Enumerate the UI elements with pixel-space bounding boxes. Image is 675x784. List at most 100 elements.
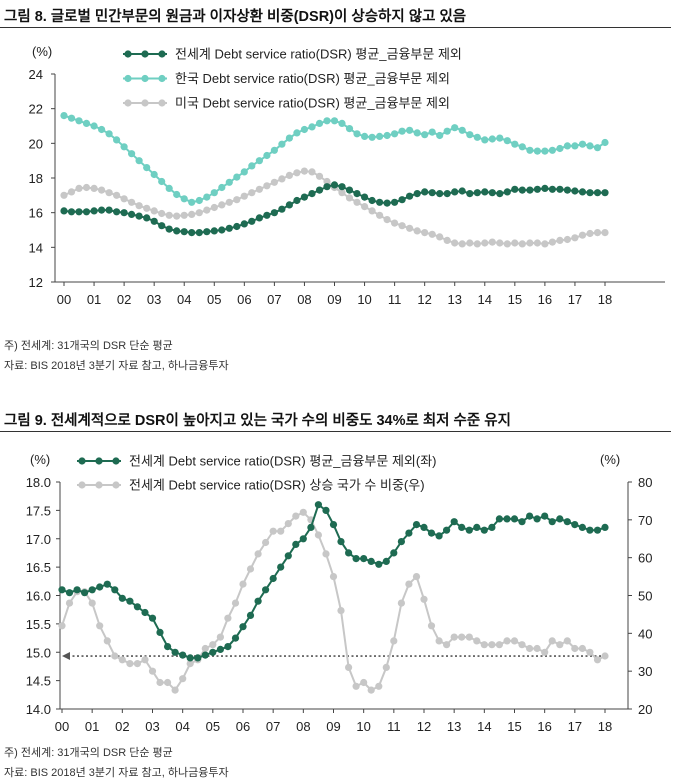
y-axis-unit-right: (%) <box>600 452 620 467</box>
data-point <box>413 190 421 198</box>
data-point <box>526 512 534 520</box>
data-point <box>345 125 354 133</box>
data-point <box>436 131 444 140</box>
data-point <box>299 535 307 543</box>
data-point <box>383 131 391 140</box>
data-point <box>82 183 91 192</box>
data-point <box>65 589 74 597</box>
data-point <box>338 189 346 197</box>
data-point <box>511 140 519 148</box>
data-point <box>367 557 375 565</box>
data-point <box>578 140 587 148</box>
data-point <box>254 597 262 605</box>
data-point <box>443 127 451 135</box>
x-tick-label: 03 <box>145 719 159 734</box>
data-point <box>601 523 609 531</box>
reference-line <box>62 652 607 661</box>
y-tick-label-left: 18.0 <box>26 475 51 490</box>
data-point <box>480 526 488 534</box>
data-point <box>113 136 121 144</box>
x-tick-label: 06 <box>237 292 251 307</box>
data-point <box>458 240 466 248</box>
data-point <box>556 144 564 153</box>
x-tick-label: 11 <box>387 719 401 734</box>
legend-label: 전세계 Debt service ratio(DSR) 상승 국가 수 비중(우… <box>129 478 425 493</box>
data-point <box>67 208 76 216</box>
x-tick-label: 05 <box>206 719 220 734</box>
data-point <box>488 135 496 143</box>
data-point <box>503 240 511 248</box>
data-point <box>173 227 181 235</box>
data-point <box>81 589 89 597</box>
data-point <box>246 565 255 573</box>
data-point <box>75 117 83 125</box>
data-point <box>156 678 164 687</box>
data-point <box>488 523 496 531</box>
figure-8-source: 자료: BIS 2018년 3분기 자료 참고, 하나금융투자 <box>4 360 229 372</box>
data-point <box>443 190 451 198</box>
data-point <box>293 129 301 137</box>
y-tick-label-left: 14.0 <box>26 702 51 717</box>
x-tick-label: 16 <box>537 719 551 734</box>
data-point <box>495 641 503 649</box>
data-point <box>586 142 594 150</box>
data-point <box>571 142 579 150</box>
data-point <box>231 599 240 607</box>
y-tick-label: 14 <box>29 240 43 255</box>
x-tick-label: 01 <box>85 719 99 734</box>
y-tick-label-right: 30 <box>638 664 652 679</box>
data-point <box>390 549 398 557</box>
x-tick-label: 04 <box>175 719 189 734</box>
series-chart8-2 <box>60 167 609 248</box>
data-point <box>60 207 68 215</box>
data-point <box>412 521 421 529</box>
data-point <box>420 595 428 603</box>
data-point <box>269 574 277 583</box>
data-point <box>210 189 218 197</box>
x-tick-label: 01 <box>87 292 101 307</box>
legend-swatch-marker <box>141 74 149 83</box>
data-point <box>113 208 121 216</box>
data-point <box>571 234 579 242</box>
data-point <box>353 198 361 206</box>
data-point <box>480 641 488 649</box>
data-point <box>593 526 602 534</box>
data-point <box>315 119 324 127</box>
data-point <box>533 644 541 653</box>
data-point <box>195 229 203 237</box>
data-point <box>481 136 489 144</box>
data-point <box>533 515 541 523</box>
data-point <box>518 641 526 649</box>
data-point <box>233 222 241 231</box>
data-point <box>75 184 83 192</box>
data-point <box>533 239 542 247</box>
data-point <box>284 552 292 560</box>
data-point <box>180 228 188 236</box>
data-point <box>601 138 609 147</box>
legend-label: 한국 Debt service ratio(DSR) 평균_금융부문 제외 <box>175 71 450 86</box>
y-tick-label-left: 17.0 <box>26 532 51 547</box>
data-point <box>465 526 473 534</box>
data-point <box>466 190 474 198</box>
data-point <box>173 212 181 220</box>
data-point <box>225 224 233 232</box>
data-point <box>586 526 594 534</box>
data-point <box>133 603 141 611</box>
y-tick-label-right: 80 <box>638 475 652 490</box>
data-point <box>526 239 534 247</box>
data-point <box>209 641 217 649</box>
data-point <box>143 204 151 212</box>
data-point <box>556 185 564 193</box>
data-point <box>210 227 218 235</box>
data-point <box>367 686 375 694</box>
y-tick-label: 12 <box>29 275 43 290</box>
data-point <box>329 573 338 581</box>
x-tick-label: 09 <box>326 719 340 734</box>
data-point <box>391 219 399 227</box>
x-tick-label: 06 <box>236 719 250 734</box>
data-point <box>391 198 399 206</box>
data-point <box>526 146 534 154</box>
x-tick-label: 00 <box>55 719 69 734</box>
data-point <box>277 563 285 571</box>
data-point <box>361 203 369 211</box>
